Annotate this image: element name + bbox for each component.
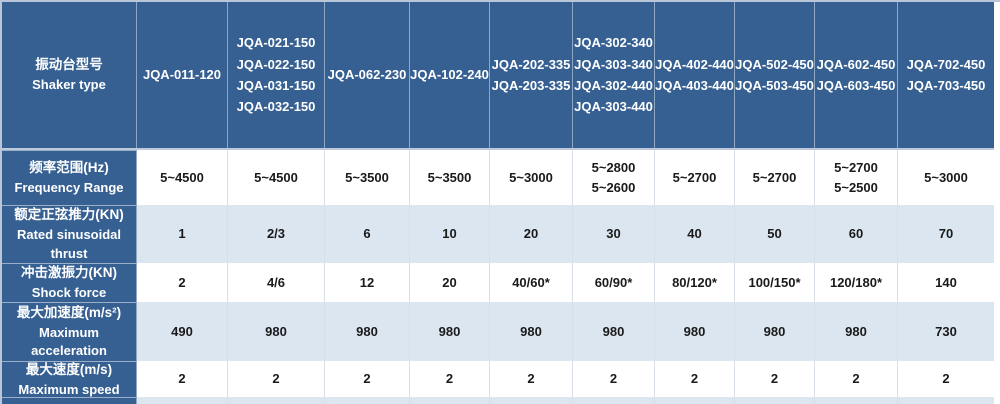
table-cell: 80/120*: [655, 263, 735, 302]
header-model-cell: JQA-302-340 JQA-303-340 JQA-302-440 JQA-…: [573, 2, 655, 148]
table-cell: 2: [228, 361, 325, 397]
table-row-rated-thrust: 额定正弦推力(KN) Rated sinusoidal thrust 1 2/3…: [2, 205, 994, 263]
table-cell: 20: [410, 263, 490, 302]
table-cell: 980: [325, 302, 410, 361]
table-cell: [410, 397, 490, 404]
header-model-cell: JQA-102-240: [410, 2, 490, 148]
table-cell: [490, 397, 573, 404]
row-label-cell: [2, 397, 137, 404]
table-header-row: 振动台型号 Shaker type JQA-011-120 JQA-021-15…: [2, 2, 994, 150]
table-cell: 980: [410, 302, 490, 361]
table-cell: 980: [228, 302, 325, 361]
table-cell: 2: [490, 361, 573, 397]
table-cell: 140: [898, 263, 994, 302]
table-cell: 980: [735, 302, 815, 361]
row-label-cell: 额定正弦推力(KN) Rated sinusoidal thrust: [2, 205, 137, 263]
table-cell: 120/180*: [815, 263, 898, 302]
table-cell: [815, 397, 898, 404]
table-cell: 5~2700: [655, 150, 735, 205]
table-cell: 2: [655, 361, 735, 397]
table-cell: [655, 397, 735, 404]
row-label-cell: 频率范围(Hz) Frequency Range: [2, 150, 137, 205]
row-label-cell: 最大速度(m/s) Maximum speed: [2, 361, 137, 397]
table-cell: [735, 397, 815, 404]
table-row-partial: [2, 397, 994, 404]
header-label-cell: 振动台型号 Shaker type: [2, 2, 137, 148]
row-label-en: Shock force: [31, 285, 107, 301]
table-cell: 2: [410, 361, 490, 397]
header-model-cell: JQA-602-450 JQA-603-450: [815, 2, 898, 148]
table-cell: 12: [325, 263, 410, 302]
table-cell: 980: [815, 302, 898, 361]
table-cell: 2: [735, 361, 815, 397]
header-label-zh: 振动台型号: [35, 57, 103, 73]
table-cell: 6: [325, 205, 410, 263]
table-row-frequency-range: 频率范围(Hz) Frequency Range 5~4500 5~4500 5…: [2, 150, 994, 205]
table-cell: [325, 397, 410, 404]
table-cell: 4/6: [228, 263, 325, 302]
table-cell: 20: [490, 205, 573, 263]
row-label-en: Frequency Range: [14, 180, 124, 196]
table-cell: 730: [898, 302, 994, 361]
row-label-zh: 最大加速度(m/s²): [16, 304, 122, 320]
table-cell: 980: [490, 302, 573, 361]
header-model-cell: JQA-402-440 JQA-403-440: [655, 2, 735, 148]
table-cell: 50: [735, 205, 815, 263]
table-cell: 5~2700: [735, 150, 815, 205]
header-model-cell: JQA-021-150 JQA-022-150 JQA-031-150 JQA-…: [228, 2, 325, 148]
table-cell: 40: [655, 205, 735, 263]
table-cell: 2: [573, 361, 655, 397]
table-cell: 2: [325, 361, 410, 397]
header-model-cell: JQA-502-450 JQA-503-450: [735, 2, 815, 148]
row-label-en: Maximum acceleration: [31, 324, 107, 359]
row-label-cell: 最大加速度(m/s²) Maximum acceleration: [2, 302, 137, 361]
table-cell: 2: [815, 361, 898, 397]
row-label-en: Rated sinusoidal thrust: [16, 227, 122, 261]
table-cell: 5~2700 5~2500: [815, 150, 898, 205]
table-cell: 40/60*: [490, 263, 573, 302]
table-cell: 980: [655, 302, 735, 361]
table-cell: 980: [573, 302, 655, 361]
table-cell: 5~2800 5~2600: [573, 150, 655, 205]
table-cell: [137, 397, 228, 404]
row-label-zh: 冲击激振力(KN): [21, 265, 117, 281]
row-label-zh: 频率范围(Hz): [29, 160, 109, 176]
table-cell: 5~3500: [325, 150, 410, 205]
table-row-shock-force: 冲击激振力(KN) Shock force 2 4/6 12 20 40/60*…: [2, 263, 994, 302]
header-label-en: Shaker type: [32, 77, 106, 93]
table-cell: [573, 397, 655, 404]
table-cell: 2: [137, 263, 228, 302]
table-row-max-acceleration: 最大加速度(m/s²) Maximum acceleration 490 980…: [2, 302, 994, 361]
header-model-cell: JQA-702-450 JQA-703-450: [898, 2, 994, 148]
row-label-en: Maximum speed: [18, 381, 120, 397]
table-row-max-speed: 最大速度(m/s) Maximum speed 2 2 2 2 2 2 2 2 …: [2, 361, 994, 397]
table-cell: 5~3000: [490, 150, 573, 205]
table-cell: 2: [898, 361, 994, 397]
table-cell: 5~3000: [898, 150, 994, 205]
table-cell: [228, 397, 325, 404]
table-cell: [898, 397, 994, 404]
header-model-cell: JQA-062-230: [325, 2, 410, 148]
row-label-cell: 冲击激振力(KN) Shock force: [2, 263, 137, 302]
row-label-zh: 额定正弦推力(KN): [14, 207, 124, 223]
table-cell: 1: [137, 205, 228, 263]
table-cell: 5~4500: [137, 150, 228, 205]
header-model-cell: JQA-202-335 JQA-203-335: [490, 2, 573, 148]
table-cell: 490: [137, 302, 228, 361]
table-cell: 10: [410, 205, 490, 263]
table-cell: 2/3: [228, 205, 325, 263]
table-cell: 5~3500: [410, 150, 490, 205]
header-model-cell: JQA-011-120: [137, 2, 228, 148]
table-cell: 60/90*: [573, 263, 655, 302]
row-label-zh: 最大速度(m/s): [25, 361, 113, 377]
table-cell: 60: [815, 205, 898, 263]
table-cell: 100/150*: [735, 263, 815, 302]
table-cell: 5~4500: [228, 150, 325, 205]
table-cell: 70: [898, 205, 994, 263]
table-cell: 30: [573, 205, 655, 263]
table-cell: 2: [137, 361, 228, 397]
